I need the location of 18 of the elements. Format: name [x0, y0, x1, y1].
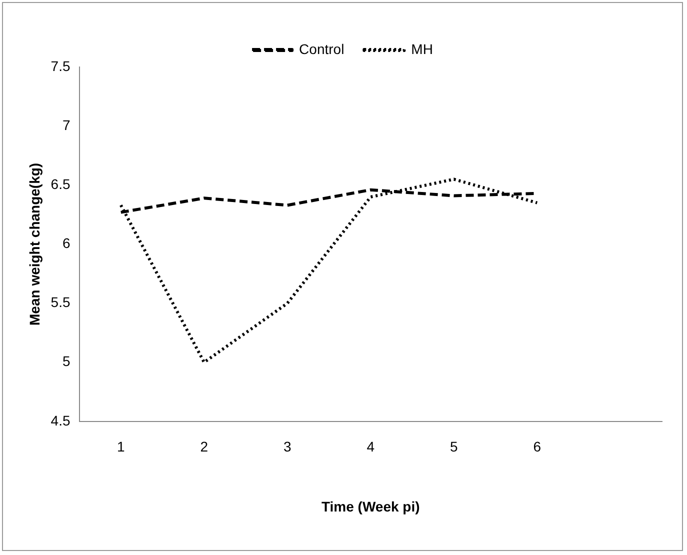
y-tick-label: 5: [62, 353, 70, 370]
line-series: [119, 178, 539, 364]
x-tick-label: 4: [366, 438, 375, 455]
y-tick-label: 4.5: [50, 412, 70, 428]
x-tick-label: 3: [283, 438, 292, 455]
y-tick-label: 7.5: [50, 58, 70, 74]
legend-label: MH: [411, 40, 433, 57]
x-tick-label: 5: [450, 438, 458, 455]
x-axis-title: Time (Week pi): [321, 498, 420, 514]
legend-label: Control: [299, 40, 344, 57]
x-tick-label: 1: [116, 438, 125, 455]
y-axis-title: Mean weight change(kg): [26, 162, 42, 326]
y-tick-label: 7: [62, 116, 70, 133]
x-tick-label: 2: [200, 438, 208, 455]
y-tick-label: 5.5: [50, 294, 70, 310]
y-tick-label: 6: [62, 235, 70, 252]
x-tick-label: 6: [533, 438, 542, 455]
y-tick-label: 6.5: [50, 176, 70, 192]
